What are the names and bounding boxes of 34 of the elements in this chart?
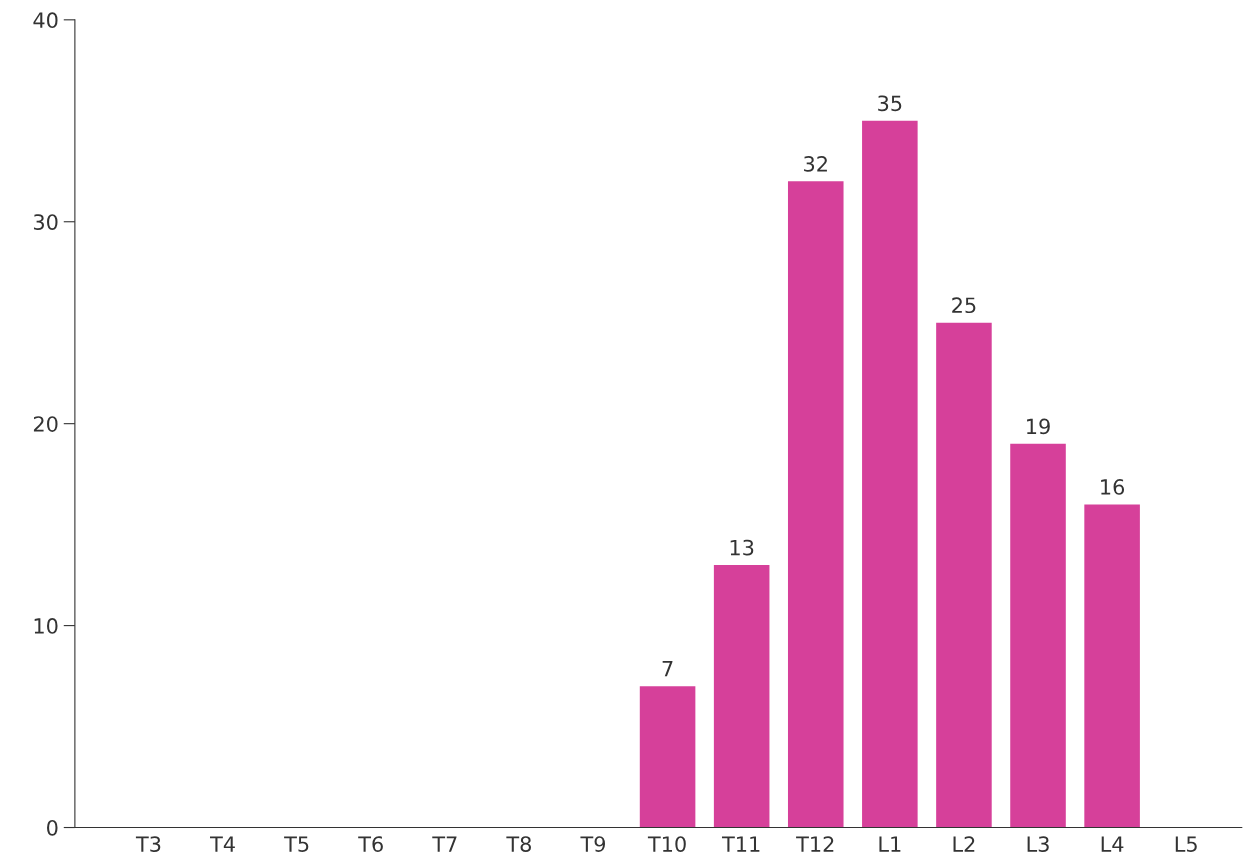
x-tick-label: L1 [879,836,901,852]
x-tick-label: L2 [953,836,975,852]
x-tick-label: T7 [432,836,457,852]
bar [639,686,696,828]
bar [787,181,844,828]
bar [1084,504,1140,828]
y-tick-label: 30 [33,214,58,230]
data-label: 25 [952,297,976,314]
x-tick-label: T6 [358,836,383,852]
x-tick-label: T5 [284,836,309,852]
data-label: 32 [804,156,827,172]
y-tick-label: 20 [33,416,58,432]
x-tick-label: T3 [135,836,161,852]
y-tick-label: 10 [34,618,58,634]
y-tick-label: 0 [47,819,58,836]
data-label: 13 [730,539,754,556]
data-label: 7 [662,661,673,677]
data-label: 19 [1027,418,1050,435]
x-tick-label: T12 [796,836,834,852]
x-tick-label: T10 [647,836,686,852]
x-tick-label: L4 [1101,836,1124,852]
bar [1010,443,1066,828]
x-tick-label: T9 [580,836,606,852]
data-label: 35 [878,95,902,112]
x-tick-label: T11 [721,836,760,852]
x-tick-label: T4 [210,836,235,852]
bar [936,322,992,828]
y-tick-label: 40 [33,12,58,29]
bar [713,565,770,828]
data-label: 16 [1101,479,1125,495]
x-tick-label: L5 [1175,836,1197,852]
x-tick-label: T8 [506,836,531,852]
bar [862,120,918,828]
x-tick-label: L3 [1027,836,1049,852]
